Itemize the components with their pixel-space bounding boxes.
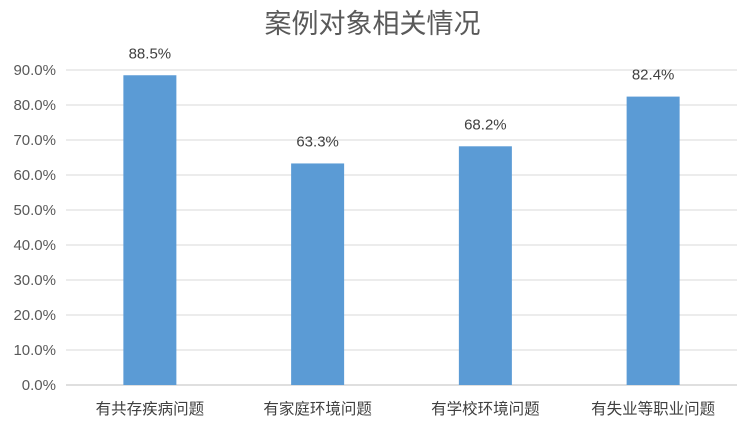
bar xyxy=(123,75,177,385)
data-label: 68.2% xyxy=(464,116,507,133)
chart-title: 案例对象相关情况 xyxy=(264,9,481,40)
category-label: 有家庭环境问题 xyxy=(263,399,372,418)
y-tick-label: 90.0% xyxy=(13,62,56,79)
bars xyxy=(123,75,680,385)
category-label: 有失业等职业问题 xyxy=(591,400,715,418)
y-tick-label: 80.0% xyxy=(13,97,56,114)
data-label: 82.4% xyxy=(632,67,675,84)
y-tick-label: 20.0% xyxy=(13,307,56,324)
y-tick-label: 60.0% xyxy=(13,167,56,184)
y-tick-label: 70.0% xyxy=(13,132,56,149)
y-tick-label: 30.0% xyxy=(13,272,56,289)
bar xyxy=(626,96,680,385)
bar xyxy=(291,163,345,385)
y-tick-label: 50.0% xyxy=(13,202,56,219)
category-label: 有共存疾病问题 xyxy=(96,400,205,418)
data-label: 88.5% xyxy=(129,45,172,62)
bar xyxy=(458,146,512,385)
category-label: 有学校环境问题 xyxy=(431,399,540,418)
y-axis-ticks: 0.0% 10.0% 20.0% 30.0% 40.0% 50.0% 60.0% 70.0% 8… xyxy=(13,62,56,394)
data-labels: 88.5% 63.3% 68.2% 82.4% xyxy=(129,45,675,150)
category-labels: 有共存疾病问题 有家庭环境问题 有学校环境问题 有失业等职业问题 xyxy=(96,399,716,418)
gridlines xyxy=(66,69,737,386)
y-tick-label: 10.0% xyxy=(13,342,56,359)
y-tick-label: 0.0% xyxy=(22,377,56,394)
y-tick-label: 40.0% xyxy=(13,237,56,254)
data-label: 63.3% xyxy=(296,133,339,150)
